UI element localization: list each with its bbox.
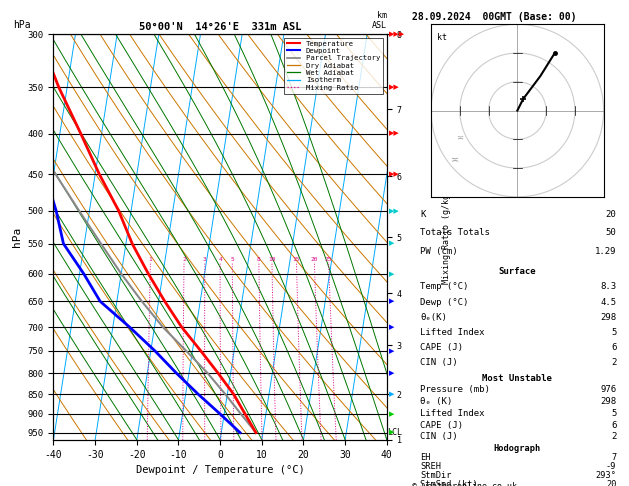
Text: hPa: hPa — [13, 20, 31, 30]
Text: kt: kt — [437, 33, 447, 42]
Text: 20: 20 — [606, 210, 616, 219]
Text: 2: 2 — [182, 257, 186, 262]
Legend: Temperature, Dewpoint, Parcel Trajectory, Dry Adiabat, Wet Adiabat, Isotherm, Mi: Temperature, Dewpoint, Parcel Trajectory… — [284, 37, 383, 94]
Text: ▶▶: ▶▶ — [389, 208, 399, 214]
Text: ▶▶: ▶▶ — [389, 85, 399, 90]
Text: 1.29: 1.29 — [595, 247, 616, 256]
Text: 20: 20 — [606, 480, 616, 486]
Text: CIN (J): CIN (J) — [420, 433, 458, 441]
Text: ▶: ▶ — [389, 348, 394, 354]
Text: ▶▶: ▶▶ — [389, 131, 399, 137]
Text: 8.3: 8.3 — [600, 282, 616, 292]
Y-axis label: hPa: hPa — [12, 227, 22, 247]
Text: StmSpd (kt): StmSpd (kt) — [420, 480, 478, 486]
Text: ▶: ▶ — [389, 411, 394, 417]
Text: PW (cm): PW (cm) — [420, 247, 458, 256]
Text: © weatheronline.co.uk: © weatheronline.co.uk — [412, 482, 517, 486]
Text: Mixing Ratio (g/kg): Mixing Ratio (g/kg) — [442, 190, 452, 284]
Text: Pressure (mb): Pressure (mb) — [420, 385, 490, 395]
Text: ▶: ▶ — [389, 298, 394, 304]
Text: ▶: ▶ — [389, 370, 394, 376]
Text: 5: 5 — [611, 409, 616, 418]
Text: ▶: ▶ — [389, 430, 394, 435]
Text: 2: 2 — [611, 433, 616, 441]
Text: Temp (°C): Temp (°C) — [420, 282, 469, 292]
Text: CAPE (J): CAPE (J) — [420, 343, 464, 352]
Text: 293°: 293° — [596, 471, 616, 480]
Text: Most Unstable: Most Unstable — [482, 374, 552, 383]
Text: ▶▶▶: ▶▶▶ — [389, 31, 405, 37]
Text: 5: 5 — [230, 257, 234, 262]
Text: 6: 6 — [611, 421, 616, 430]
Text: km
ASL: km ASL — [372, 11, 387, 30]
Text: ▶: ▶ — [389, 324, 394, 330]
Text: 6: 6 — [611, 343, 616, 352]
Text: 50: 50 — [606, 228, 616, 238]
Text: 28.09.2024  00GMT (Base: 00): 28.09.2024 00GMT (Base: 00) — [412, 12, 577, 22]
Text: $\asymp$: $\asymp$ — [455, 132, 465, 141]
Text: 15: 15 — [292, 257, 300, 262]
Text: 4: 4 — [218, 257, 222, 262]
Title: 50°00'N  14°26'E  331m ASL: 50°00'N 14°26'E 331m ASL — [139, 22, 301, 32]
Text: $\asymp$: $\asymp$ — [448, 155, 460, 164]
Text: CAPE (J): CAPE (J) — [420, 421, 464, 430]
Text: θₑ(K): θₑ(K) — [420, 312, 447, 322]
Text: 2: 2 — [611, 358, 616, 367]
Text: SREH: SREH — [420, 462, 442, 471]
Text: Lifted Index: Lifted Index — [420, 409, 485, 418]
Text: Totals Totals: Totals Totals — [420, 228, 490, 238]
Text: Dewp (°C): Dewp (°C) — [420, 297, 469, 307]
Text: 7: 7 — [611, 453, 616, 462]
Text: -9: -9 — [606, 462, 616, 471]
Text: 1: 1 — [148, 257, 152, 262]
Text: ▶: ▶ — [389, 391, 394, 397]
Text: 10: 10 — [268, 257, 276, 262]
Text: 4.5: 4.5 — [600, 297, 616, 307]
Text: 25: 25 — [325, 257, 332, 262]
Text: K: K — [420, 210, 426, 219]
Text: ▶: ▶ — [389, 241, 394, 246]
Text: StmDir: StmDir — [420, 471, 452, 480]
Text: EH: EH — [420, 453, 431, 462]
Text: Lifted Index: Lifted Index — [420, 328, 485, 337]
Text: ▶▶: ▶▶ — [389, 171, 399, 177]
Text: 976: 976 — [600, 385, 616, 395]
Text: 20: 20 — [311, 257, 318, 262]
Text: 3: 3 — [203, 257, 207, 262]
Text: 298: 298 — [600, 397, 616, 406]
Text: LCL: LCL — [387, 428, 402, 437]
Text: 5: 5 — [611, 328, 616, 337]
X-axis label: Dewpoint / Temperature (°C): Dewpoint / Temperature (°C) — [136, 465, 304, 475]
Text: ▶: ▶ — [389, 271, 394, 277]
Text: θₑ (K): θₑ (K) — [420, 397, 453, 406]
Text: Hodograph: Hodograph — [494, 444, 541, 453]
Text: 298: 298 — [600, 312, 616, 322]
Text: 8: 8 — [257, 257, 261, 262]
Text: CIN (J): CIN (J) — [420, 358, 458, 367]
Text: Surface: Surface — [499, 267, 536, 276]
